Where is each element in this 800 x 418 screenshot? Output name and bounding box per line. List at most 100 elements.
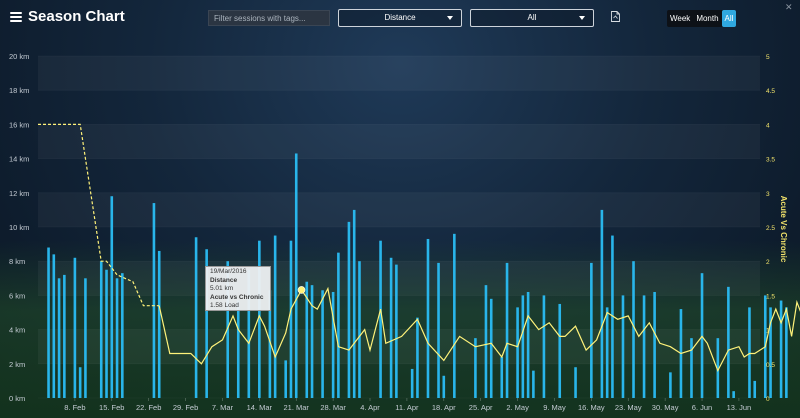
distance-bar: [121, 273, 124, 398]
distance-bar: [389, 257, 393, 398]
distance-bar: [52, 254, 56, 398]
tooltip-ratio-value: 1.58 Load: [210, 302, 239, 309]
distance-bar: [558, 303, 562, 398]
y-right-tick-label: 5: [766, 54, 770, 61]
y-right-tick-label: 2.5: [766, 225, 775, 232]
pdf-icon[interactable]: [611, 11, 620, 22]
distance-bar: [516, 307, 519, 398]
distance-bar: [632, 261, 635, 398]
distance-bar: [732, 391, 735, 398]
distance-bar: [748, 307, 751, 398]
x-tick-label: 8. Feb: [64, 403, 85, 412]
grid-band: [38, 192, 760, 227]
chevron-down-icon: [447, 16, 453, 20]
y-left-tick-label: 0 km: [9, 394, 25, 403]
distance-bar: [727, 286, 730, 398]
distance-bar: [105, 269, 108, 398]
y-left-tick-label: 16 km: [9, 120, 29, 129]
tooltip-metric-label: Distance: [210, 276, 238, 284]
distance-bar: [416, 317, 419, 398]
y-left-tick-label: 20 km: [9, 52, 29, 61]
y-right-tick-label: 4.5: [766, 88, 775, 95]
acute-chronic-line-dashed: [38, 123, 160, 307]
acute-chronic-line: [158, 286, 800, 373]
distance-bar: [379, 240, 382, 398]
distance-bar: [600, 209, 604, 398]
distance-bar: [453, 233, 456, 398]
y-left-tick-label: 12 km: [9, 189, 29, 198]
distance-bar: [331, 291, 335, 398]
distance-bar: [542, 295, 546, 398]
distance-bar: [294, 153, 298, 398]
y-right-tick-label: 1: [766, 328, 770, 335]
distance-bar: [574, 367, 577, 398]
distance-bar: [57, 278, 61, 398]
filter-select-label: All: [527, 13, 537, 22]
grid-band: [38, 124, 760, 159]
distance-bar: [194, 237, 198, 398]
distance-bar: [642, 295, 646, 398]
distance-bar: [785, 307, 788, 398]
y-right-tick-label: 0: [766, 396, 770, 403]
y-right-tick-label: 4: [766, 122, 770, 129]
right-axis-title: Acute Vs Chronic: [779, 196, 788, 263]
distance-bar: [653, 291, 656, 398]
distance-bar: [426, 238, 430, 398]
distance-bar: [753, 380, 757, 398]
x-tick-label: 18. Apr: [432, 403, 456, 412]
distance-bar: [305, 281, 309, 398]
x-tick-label: 13. Jun: [727, 403, 752, 412]
distance-bar: [268, 290, 272, 398]
distance-bar: [500, 356, 504, 398]
distance-bar: [532, 370, 535, 398]
toggle-all[interactable]: All: [721, 10, 737, 27]
x-tick-label: 9. May: [543, 403, 566, 412]
metric-select-label: Distance: [384, 13, 416, 22]
distance-bar: [521, 295, 525, 398]
grid-band: [38, 261, 760, 296]
header-bar: Season Chart Distance All Week Month All…: [0, 0, 800, 36]
distance-bar: [247, 269, 251, 398]
distance-bar: [47, 247, 50, 398]
distance-bar: [152, 203, 156, 398]
chevron-down-icon: [579, 16, 585, 20]
distance-bar: [590, 262, 593, 398]
distance-bar: [505, 262, 509, 398]
grid-band: [38, 329, 760, 364]
close-icon[interactable]: ✕: [785, 2, 793, 12]
distance-bar: [289, 240, 293, 398]
range-toggle: Week Month All: [667, 10, 737, 27]
search-input[interactable]: [208, 10, 330, 26]
filter-select[interactable]: All: [470, 9, 594, 27]
x-tick-label: 6. Jun: [692, 403, 712, 412]
x-tick-label: 14. Mar: [247, 403, 273, 412]
toggle-month[interactable]: Month: [696, 14, 719, 23]
metric-select[interactable]: Distance: [338, 9, 462, 27]
x-tick-label: 11. Apr: [395, 403, 419, 412]
toggle-week[interactable]: Week: [670, 14, 691, 23]
x-tick-label: 30. May: [652, 403, 679, 412]
distance-bar: [484, 285, 488, 398]
distance-bar: [395, 264, 398, 398]
distance-bar: [716, 338, 720, 398]
menu-icon[interactable]: [10, 12, 22, 22]
x-tick-label: 21. Mar: [284, 403, 310, 412]
highlight-point: [297, 286, 306, 294]
distance-bar: [236, 300, 240, 398]
distance-bar: [611, 235, 614, 398]
chart-tooltip: 19/Mar/2016 Distance 5.01 km Acute vs Ch…: [205, 266, 271, 311]
distance-bar: [442, 375, 446, 398]
x-tick-label: 15. Feb: [99, 403, 124, 412]
x-tick-label: 4. Apr: [360, 403, 380, 412]
distance-bar: [205, 249, 208, 398]
y-left-tick-label: 14 km: [9, 155, 29, 164]
distance-bar: [157, 250, 161, 398]
distance-bar: [226, 261, 230, 398]
distance-bar: [321, 290, 324, 398]
distance-bar: [310, 285, 314, 398]
distance-bar: [489, 298, 493, 398]
distance-bar: [437, 262, 440, 398]
distance-bar: [669, 372, 672, 398]
distance-bar: [526, 291, 530, 398]
